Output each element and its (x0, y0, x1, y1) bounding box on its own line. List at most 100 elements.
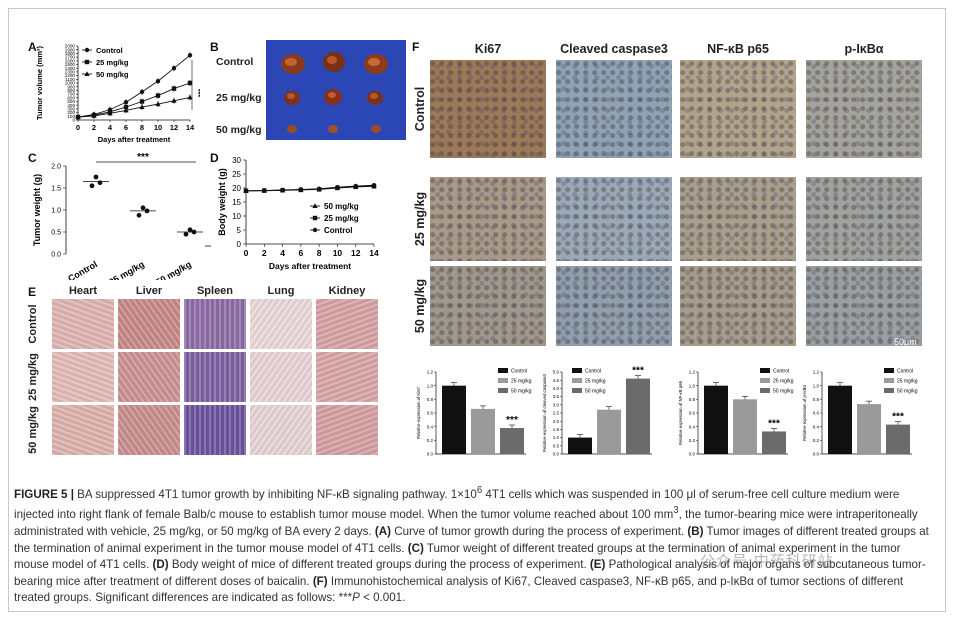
f-bar-ytick: 0.2 (813, 438, 820, 443)
a-significance: *** (194, 89, 200, 97)
a-point (155, 93, 161, 98)
f-bar-ytick: 0.0 (427, 452, 434, 457)
c-ytick: 0.0 (51, 252, 61, 259)
f-column-header: p-IκBα (844, 42, 884, 56)
figure-caption: FIGURE 5 | BA suppressed 4T1 tumor growt… (14, 485, 929, 605)
f-bar-significance: *** (632, 366, 644, 377)
f-bar-ytick: 0.0 (813, 452, 820, 457)
panel-c-label: C (28, 151, 37, 165)
f-bar-ytick: 1.0 (427, 383, 434, 388)
d-point (371, 183, 377, 188)
f-bar-ytick: 0.4 (813, 424, 820, 429)
a-legend-label: 25 mg/kg (96, 58, 129, 67)
f-ihc-tile (556, 177, 672, 261)
c-point (183, 231, 189, 237)
f-bar-legend-swatch (884, 378, 894, 383)
d-xlabel: Days after treatment (269, 261, 351, 271)
d-xtick: 10 (333, 248, 343, 258)
f-bar (471, 408, 495, 454)
f-bar (886, 424, 910, 454)
a-ytick: 600 (67, 95, 75, 100)
f-bar (762, 431, 786, 454)
panel-b-label: B (210, 40, 219, 54)
d-ylabel: Body weight (g) (217, 168, 227, 236)
a-ytick: 1300 (65, 70, 76, 75)
a-ytick: 700 (67, 92, 75, 97)
f-ihc-tile (556, 60, 672, 158)
f-bar-legend-label: 25 mg/kg (585, 379, 606, 385)
a-point (123, 104, 129, 110)
a-ytick: 1700 (65, 55, 76, 60)
a-xlabel: Days after treatment (98, 135, 171, 144)
d-xtick: 14 (369, 248, 379, 258)
f-bar-legend-swatch (498, 388, 508, 393)
d-point (298, 187, 304, 192)
f-bar-ytick: 4.5 (553, 378, 560, 383)
f-bar-legend-label: Control (897, 369, 913, 375)
f-bar-legend-swatch (884, 388, 894, 393)
f-ihc-tile (430, 266, 546, 346)
d-xtick: 0 (244, 248, 249, 258)
f-bar-legend-label: 25 mg/kg (511, 379, 532, 385)
c-point (89, 183, 95, 189)
f-bar-ytick: 0.2 (427, 438, 434, 443)
f-bar-ylabel: Relative expression of p-IκBα (802, 384, 807, 440)
e-histology-tile (118, 352, 180, 402)
d-ytick: 30 (232, 156, 241, 165)
f-bar-ylabel: Relative expression of Ki67 (416, 386, 421, 439)
e-histology-tile (52, 405, 114, 455)
f-bar-chart: 0.0 0.2 0.4 0.6 0.8 1.0 1.2 Relative expression… (416, 368, 532, 457)
a-point (187, 80, 193, 86)
c-ytick: 0.5 (51, 230, 61, 237)
tumor-images (266, 40, 406, 140)
e-histology-tile (250, 405, 312, 455)
f-bar-ytick: 0.6 (689, 411, 696, 416)
f-bar-legend-label: Control (585, 369, 601, 375)
f-bar-legend-label: Control (511, 369, 527, 375)
f-bar-chart: 0.0 0.2 0.4 0.6 0.8 1.0 1.2 Relative expression… (678, 368, 794, 457)
f-bar (442, 385, 466, 454)
f-scale-bar (896, 349, 918, 351)
e-histology-tile (184, 352, 246, 402)
a-xtick: 12 (170, 123, 178, 132)
e-column-header: Spleen (196, 285, 234, 297)
f-bar-legend-swatch (760, 378, 770, 383)
e-row-label: Control (27, 304, 39, 344)
panel-f-label: F (412, 40, 420, 54)
watermark: 公众号·中药科研站 (700, 552, 834, 570)
d-point (280, 187, 285, 193)
c-ytick: 2.0 (51, 164, 61, 171)
f-bar-legend-swatch (760, 368, 770, 373)
a-legend-marker (84, 71, 90, 76)
a-legend-marker (84, 59, 90, 65)
a-point (155, 101, 161, 107)
f-bar (626, 378, 650, 454)
d-point (262, 188, 267, 193)
c-category-label: Control (66, 259, 99, 280)
d-point (243, 188, 249, 193)
d-legend-marker (312, 227, 318, 233)
f-bar-legend-swatch (884, 368, 894, 373)
e-column-header: Kidney (328, 285, 366, 297)
a-point (139, 99, 145, 104)
d-legend-label: Control (324, 226, 352, 235)
f-bar (597, 409, 621, 454)
d-xtick: 12 (351, 248, 361, 258)
d-series-line (245, 184, 375, 192)
f-bar-ytick: 0.2 (689, 438, 696, 443)
f-row-label: 50 mg/kg (413, 278, 427, 334)
a-xtick: 2 (92, 123, 96, 132)
c-category-label: 50 mg/kg (154, 259, 193, 280)
a-point (123, 100, 129, 105)
f-ihc-tile (806, 177, 922, 261)
f-bar-ytick: 0.8 (427, 397, 434, 402)
a-ytick: 900 (67, 84, 75, 89)
f-bar-legend-swatch (572, 388, 582, 393)
a-point (91, 113, 97, 118)
f-bar-ytick: 1.0 (813, 383, 820, 388)
a-point (171, 66, 177, 71)
d-legend-label: 25 mg/kg (324, 214, 359, 223)
a-xtick: 4 (108, 123, 113, 132)
e-histology-tile (250, 299, 312, 349)
f-bar-ytick: 1.0 (689, 383, 696, 388)
